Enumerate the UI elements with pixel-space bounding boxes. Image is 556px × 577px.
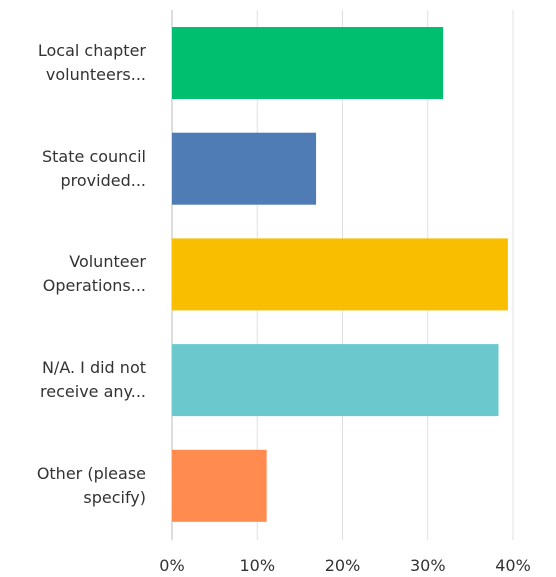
y-tick-label: Local chapter volunteers... [37, 41, 146, 84]
bar [172, 132, 317, 205]
x-tick-label: 20% [324, 556, 361, 575]
x-tick-label: 40% [495, 556, 531, 575]
bar [172, 449, 267, 522]
bar [172, 344, 499, 417]
y-tick-label: Other (please specify) [36, 463, 146, 507]
y-tick-label: State council provided... [42, 146, 146, 190]
y-tick-label: N/A. I did not receive any... [40, 358, 146, 402]
bar [172, 27, 444, 99]
bar [172, 238, 508, 311]
x-tick-label: 30% [409, 556, 446, 575]
x-tick-label: 0% [159, 556, 185, 575]
x-tick-label: 10% [239, 556, 276, 575]
y-tick-label: Volunteer Operations... [42, 252, 146, 296]
